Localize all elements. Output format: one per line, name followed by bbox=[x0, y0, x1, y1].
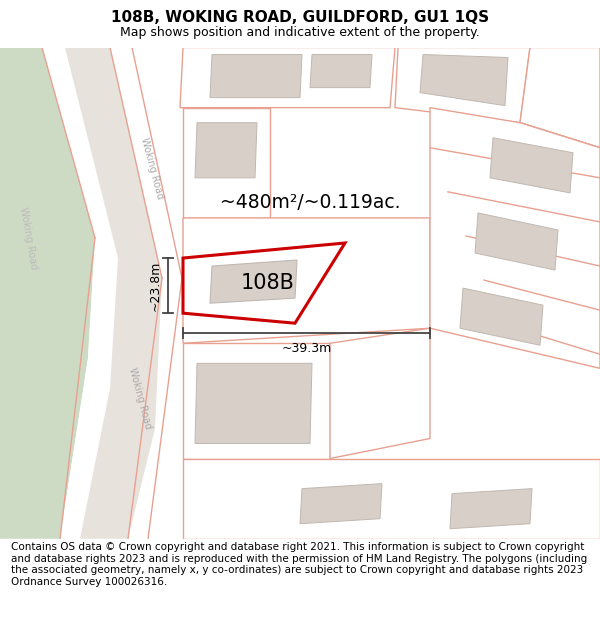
Polygon shape bbox=[520, 48, 600, 148]
Text: 108B: 108B bbox=[241, 273, 295, 293]
Polygon shape bbox=[490, 138, 573, 193]
Polygon shape bbox=[110, 48, 182, 539]
Polygon shape bbox=[395, 48, 530, 122]
Text: ~39.3m: ~39.3m bbox=[281, 342, 332, 355]
Polygon shape bbox=[210, 260, 297, 303]
Polygon shape bbox=[183, 459, 600, 539]
Polygon shape bbox=[460, 288, 543, 345]
Text: Woking Road: Woking Road bbox=[127, 366, 153, 430]
Polygon shape bbox=[42, 48, 118, 539]
Polygon shape bbox=[475, 213, 558, 270]
Text: Map shows position and indicative extent of the property.: Map shows position and indicative extent… bbox=[120, 26, 480, 39]
Polygon shape bbox=[310, 54, 372, 88]
Polygon shape bbox=[183, 107, 270, 218]
Polygon shape bbox=[65, 48, 162, 539]
Polygon shape bbox=[183, 343, 330, 459]
Polygon shape bbox=[195, 363, 312, 444]
Polygon shape bbox=[195, 122, 257, 178]
Text: Woking Road: Woking Road bbox=[139, 136, 165, 199]
Polygon shape bbox=[430, 107, 600, 368]
Text: ~23.8m: ~23.8m bbox=[149, 261, 161, 311]
Polygon shape bbox=[420, 54, 508, 106]
Text: Contains OS data © Crown copyright and database right 2021. This information is : Contains OS data © Crown copyright and d… bbox=[11, 542, 587, 587]
Polygon shape bbox=[450, 489, 532, 529]
Text: Woking Road: Woking Road bbox=[17, 206, 38, 270]
Polygon shape bbox=[180, 48, 395, 108]
Text: 108B, WOKING ROAD, GUILDFORD, GU1 1QS: 108B, WOKING ROAD, GUILDFORD, GU1 1QS bbox=[111, 11, 489, 26]
Polygon shape bbox=[0, 48, 95, 539]
Polygon shape bbox=[330, 328, 430, 459]
Polygon shape bbox=[210, 54, 302, 98]
Polygon shape bbox=[183, 243, 345, 323]
Text: ~480m²/~0.119ac.: ~480m²/~0.119ac. bbox=[220, 193, 400, 213]
Polygon shape bbox=[300, 484, 382, 524]
Polygon shape bbox=[183, 218, 430, 343]
